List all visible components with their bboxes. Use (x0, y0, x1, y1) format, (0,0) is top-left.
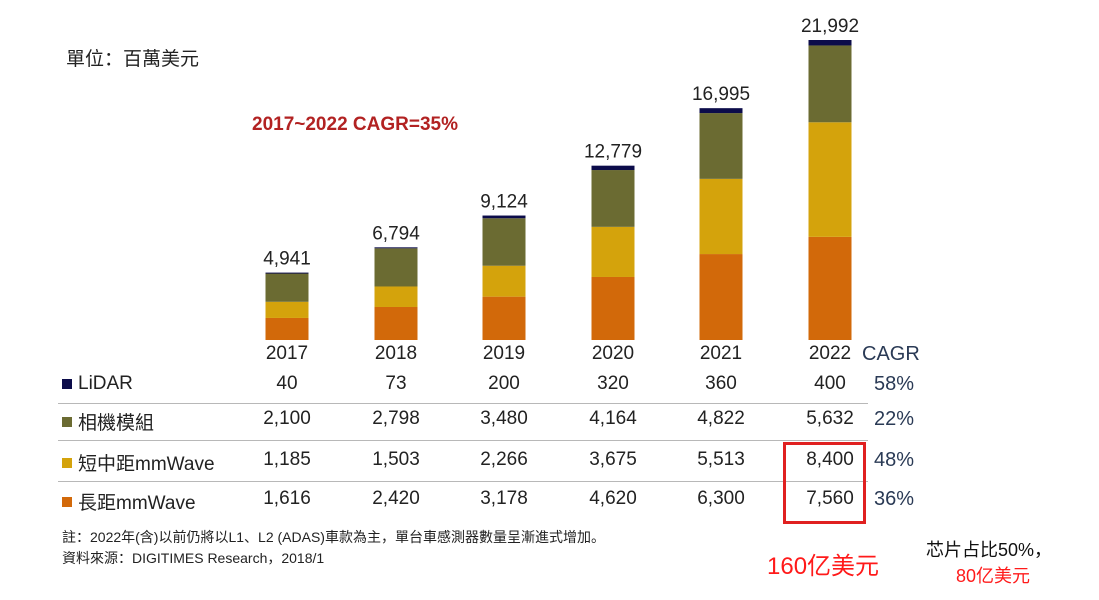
bar-segment-2018-1 (374, 286, 418, 307)
row-divider (58, 403, 868, 404)
legend-swatch (62, 416, 72, 427)
bar-segment-2020-1 (591, 226, 635, 277)
bar-segment-2022-0 (808, 236, 852, 340)
bar-segment-2017-1 (265, 301, 309, 318)
table-cell: 1,503 (372, 449, 420, 470)
table-cell: 400 (814, 373, 846, 394)
table-cell: 4,620 (589, 488, 637, 509)
total-label: 21,992 (801, 16, 859, 37)
cagr-value: 48% (874, 449, 915, 471)
cagr-value: 58% (874, 373, 915, 395)
source-note: 資料來源：DIGITIMES Research，2018/1 (62, 550, 325, 566)
table-cell: 40 (276, 373, 298, 394)
table-cell: 360 (705, 373, 737, 394)
legend-label: 短中距mmWave (78, 454, 215, 475)
year-header: 2017 (265, 343, 309, 364)
total-label: 16,995 (692, 84, 750, 105)
bar-segment-2021-3 (699, 108, 743, 114)
chip-value-annotation: 80亿美元 (956, 566, 1031, 586)
legend-3: LiDAR (62, 373, 133, 395)
bar-segment-2021-0 (699, 254, 743, 340)
bar-segment-2020-0 (591, 276, 635, 340)
year-header: 2019 (482, 343, 526, 364)
bar-segment-2017-0 (265, 317, 309, 340)
year-header: 2022 (808, 343, 852, 364)
legend-0: 長距mmWave (62, 488, 196, 515)
bar-segment-2019-2 (482, 218, 526, 266)
cagr-annotation: 2017~2022 CAGR=35% (252, 114, 458, 135)
table-cell: 200 (488, 373, 520, 394)
legend-1: 短中距mmWave (62, 449, 215, 476)
legend-label: LiDAR (78, 373, 133, 394)
bar-segment-2017-2 (265, 273, 309, 302)
table-cell: 2,798 (372, 408, 420, 429)
legend-swatch (62, 496, 72, 507)
bar-segment-2018-0 (374, 306, 418, 340)
total-label: 9,124 (480, 192, 528, 213)
row-divider (58, 481, 868, 482)
year-header: 2021 (699, 343, 743, 364)
highlight-box (783, 442, 866, 524)
legend-swatch (62, 457, 72, 468)
cagr-header: CAGR (862, 343, 920, 365)
table-cell: 1,616 (263, 488, 311, 509)
year-header: 2020 (591, 343, 635, 364)
table-cell: 2,100 (263, 408, 311, 429)
total-highlight-annotation: 160亿美元 (767, 553, 880, 580)
bar-segment-2018-3 (374, 247, 418, 249)
table-cell: 3,480 (480, 408, 528, 429)
bar-segment-2022-3 (808, 40, 852, 46)
footnote: 註：2022年(含)以前仍將以L1、L2 (ADAS)車款為主，單台車感測器數量… (62, 529, 605, 545)
legend-label: 相機模組 (78, 413, 155, 434)
bar-segment-2021-2 (699, 113, 743, 179)
bar-segment-2019-3 (482, 215, 526, 219)
table-cell: 73 (385, 373, 407, 394)
bar-segment-2021-1 (699, 178, 743, 255)
table-cell: 6,300 (697, 488, 745, 509)
table-cell: 320 (597, 373, 629, 394)
table-cell: 5,513 (697, 449, 745, 470)
table-cell: 8,400 (806, 449, 854, 470)
table-cell: 3,675 (589, 449, 637, 470)
unit-label: 單位：百萬美元 (66, 49, 200, 70)
legend-2: 相機模組 (62, 408, 154, 435)
chip-share-annotation: 芯片占比50%， (926, 540, 1053, 560)
bar-segment-2017-3 (265, 272, 309, 274)
bar-segment-2022-1 (808, 122, 852, 237)
legend-swatch (62, 379, 72, 389)
bar-segment-2018-2 (374, 248, 418, 287)
table-cell: 2,420 (372, 488, 420, 509)
table-cell: 1,185 (263, 449, 311, 470)
total-label: 6,794 (372, 223, 420, 244)
bar-segment-2020-2 (591, 170, 635, 227)
cagr-value: 36% (874, 488, 915, 510)
cagr-value: 22% (874, 408, 915, 430)
row-divider (58, 440, 868, 441)
bar-segment-2022-2 (808, 45, 852, 123)
total-label: 12,779 (584, 142, 642, 163)
table-cell: 4,822 (697, 408, 745, 429)
table-cell: 2,266 (480, 449, 528, 470)
total-label: 4,941 (263, 249, 311, 270)
bar-segment-2020-3 (591, 165, 635, 171)
year-header: 2018 (374, 343, 418, 364)
table-cell: 5,632 (806, 408, 854, 429)
table-cell: 4,164 (589, 408, 637, 429)
table-cell: 7,560 (806, 488, 854, 509)
bar-segment-2019-0 (482, 296, 526, 340)
legend-label: 長距mmWave (78, 493, 196, 514)
bar-segment-2019-1 (482, 265, 526, 297)
table-cell: 3,178 (480, 488, 528, 509)
